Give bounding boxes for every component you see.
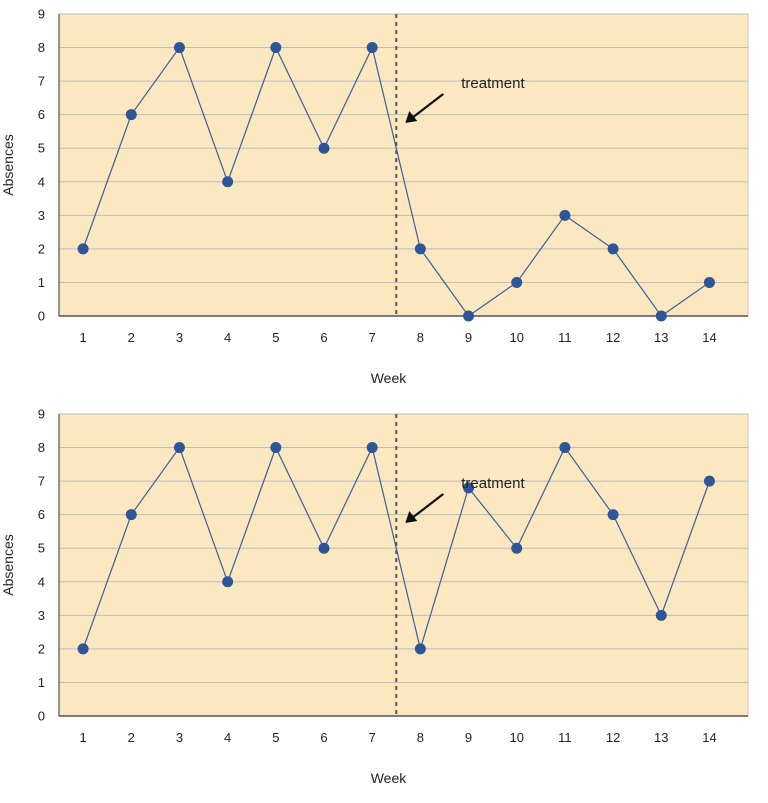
data-point [173, 442, 185, 454]
x-axis-title: Week [371, 770, 408, 786]
data-point [77, 643, 89, 655]
data-point [703, 276, 715, 288]
y-tick-label: 5 [38, 141, 45, 156]
treatment-annotation: treatment [461, 475, 525, 492]
y-tick-label: 6 [38, 107, 45, 122]
data-point [222, 176, 234, 188]
x-tick-label: 8 [417, 730, 424, 745]
y-tick-label: 2 [38, 241, 45, 256]
y-tick-label: 1 [38, 675, 45, 690]
x-tick-label: 14 [702, 730, 716, 745]
y-tick-label: 3 [38, 608, 45, 623]
data-point [318, 542, 330, 554]
data-point [318, 142, 330, 154]
x-tick-label: 1 [79, 730, 86, 745]
x-tick-label: 3 [176, 730, 183, 745]
data-point [173, 42, 185, 54]
x-tick-label: 12 [606, 330, 620, 345]
treatment-arrow [405, 93, 444, 124]
y-axis-title: Absences [0, 134, 16, 195]
x-tick-label: 7 [369, 730, 376, 745]
y-tick-label: 7 [38, 474, 45, 489]
x-tick-label: 12 [606, 730, 620, 745]
x-tick-label: 6 [320, 330, 327, 345]
x-tick-label: 8 [417, 330, 424, 345]
y-tick-label: 7 [38, 74, 45, 89]
y-tick-label: 5 [38, 541, 45, 556]
data-point [559, 442, 571, 454]
y-axis-title: Absences [0, 534, 16, 595]
x-tick-label: 4 [224, 730, 231, 745]
data-point [607, 509, 619, 521]
x-tick-label: 1 [79, 330, 86, 345]
y-tick-label: 8 [38, 440, 45, 455]
treatment-arrow [405, 493, 444, 524]
y-tick-label: 8 [38, 40, 45, 55]
data-point [366, 42, 378, 54]
x-tick-label: 7 [369, 330, 376, 345]
series-line [82, 445, 711, 652]
x-tick-label: 11 [558, 330, 572, 345]
x-tick-label: 5 [272, 730, 279, 745]
x-tick-label: 6 [320, 730, 327, 745]
data-point [414, 243, 426, 255]
y-tick-label: 1 [38, 275, 45, 290]
data-point [463, 310, 475, 322]
x-tick-label: 4 [224, 330, 231, 345]
y-tick-label: 6 [38, 507, 45, 522]
y-tick-label: 0 [38, 309, 45, 324]
data-point [125, 509, 137, 521]
data-point [125, 109, 137, 121]
x-tick-label: 13 [654, 730, 668, 745]
x-tick-label: 14 [702, 330, 716, 345]
data-point [511, 276, 523, 288]
plot-area [58, 13, 749, 317]
x-tick-label: 3 [176, 330, 183, 345]
x-tick-label: 10 [509, 330, 523, 345]
data-point [77, 243, 89, 255]
data-point [655, 310, 667, 322]
y-tick-label: 9 [38, 407, 45, 422]
data-point [655, 609, 667, 621]
x-tick-label: 2 [128, 730, 135, 745]
data-point [703, 475, 715, 487]
data-point [270, 442, 282, 454]
x-tick-label: 11 [558, 730, 572, 745]
y-tick-label: 3 [38, 208, 45, 223]
series-line [82, 45, 710, 317]
data-point [366, 442, 378, 454]
treatment-annotation: treatment [461, 75, 525, 92]
y-tick-label: 9 [38, 7, 45, 22]
y-tick-label: 4 [38, 174, 45, 189]
x-tick-label: 5 [272, 330, 279, 345]
x-axis-title: Week [371, 370, 408, 386]
y-tick-label: 4 [38, 574, 45, 589]
x-tick-label: 9 [465, 730, 472, 745]
x-tick-label: 13 [654, 330, 668, 345]
data-point [463, 482, 475, 494]
y-tick-label: 0 [38, 709, 45, 724]
data-point [270, 42, 282, 54]
y-tick-label: 2 [38, 641, 45, 656]
data-point [414, 643, 426, 655]
plot-area [58, 413, 749, 717]
x-tick-label: 10 [509, 730, 523, 745]
data-point [559, 209, 571, 221]
data-point [607, 243, 619, 255]
data-point [222, 576, 234, 588]
x-tick-label: 2 [128, 330, 135, 345]
data-point [511, 542, 523, 554]
x-tick-label: 9 [465, 330, 472, 345]
